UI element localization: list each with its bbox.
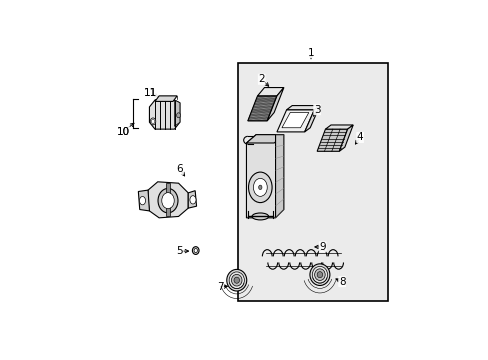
Polygon shape [174,100,180,126]
Ellipse shape [314,269,325,280]
Polygon shape [267,87,284,121]
Ellipse shape [258,185,262,190]
Ellipse shape [317,271,322,278]
Polygon shape [155,96,177,102]
Polygon shape [246,135,275,218]
Text: 1: 1 [307,48,314,58]
Text: 8: 8 [338,276,345,287]
Ellipse shape [139,197,145,205]
Polygon shape [317,129,347,151]
Ellipse shape [248,172,271,203]
Ellipse shape [251,213,268,220]
Text: 6: 6 [176,164,183,174]
Ellipse shape [229,272,244,288]
Ellipse shape [192,247,199,255]
Polygon shape [149,100,180,129]
Polygon shape [188,191,196,208]
Polygon shape [339,125,352,151]
Ellipse shape [176,113,180,118]
Ellipse shape [233,277,239,283]
Polygon shape [286,105,319,110]
Polygon shape [304,105,319,132]
Polygon shape [257,87,284,96]
Ellipse shape [194,248,197,253]
Text: 5: 5 [176,246,183,256]
Polygon shape [282,112,308,128]
Ellipse shape [312,266,327,283]
Ellipse shape [226,269,246,291]
Polygon shape [325,125,352,129]
Polygon shape [276,110,314,132]
Ellipse shape [231,274,242,286]
Text: 4: 4 [356,132,363,143]
Ellipse shape [253,178,267,196]
Polygon shape [148,182,188,218]
Text: 11: 11 [144,88,157,98]
Text: 10: 10 [116,127,129,137]
Ellipse shape [151,119,154,123]
Text: 7: 7 [216,282,223,292]
Polygon shape [247,96,276,121]
Text: 11: 11 [144,88,157,98]
Polygon shape [138,190,149,211]
Bar [166,183,170,216]
Polygon shape [275,135,284,218]
Polygon shape [246,135,284,143]
Text: 9: 9 [319,242,325,252]
Ellipse shape [189,195,196,204]
Ellipse shape [309,264,329,285]
Ellipse shape [150,118,156,125]
Bar [238,63,387,301]
Ellipse shape [162,193,174,209]
Text: 3: 3 [313,105,320,115]
Text: 2: 2 [258,74,264,84]
Text: 10: 10 [116,127,129,137]
Ellipse shape [158,188,178,213]
